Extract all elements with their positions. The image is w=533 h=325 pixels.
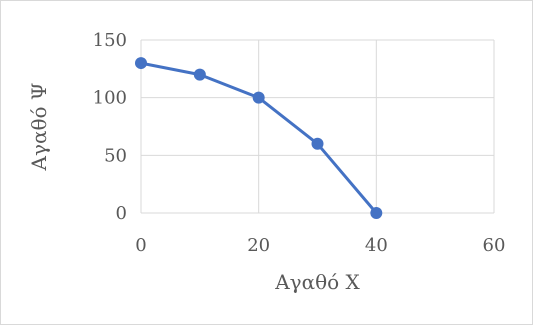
data-point	[193, 68, 206, 81]
y-tick-label: 100	[93, 88, 127, 109]
data-point	[252, 91, 265, 104]
y-tick-label: 0	[116, 203, 127, 224]
x-tick-label: 0	[135, 235, 146, 256]
data-point	[135, 57, 147, 70]
x-tick-label: 40	[365, 235, 388, 256]
x-tick-label: 20	[247, 235, 270, 256]
x-axis-title: Αγαθό X	[274, 270, 360, 294]
y-axis-title: Αγαθό Ψ	[27, 83, 51, 172]
x-tick-label: 60	[483, 235, 506, 256]
y-tick-label: 150	[93, 30, 127, 51]
tick-labels: 0 50 100 150 0 20 40 60	[93, 30, 506, 256]
grid	[140, 39, 495, 214]
data-point	[370, 207, 383, 219]
data-point	[311, 137, 324, 150]
y-tick-label: 50	[104, 145, 127, 166]
series	[135, 57, 383, 219]
